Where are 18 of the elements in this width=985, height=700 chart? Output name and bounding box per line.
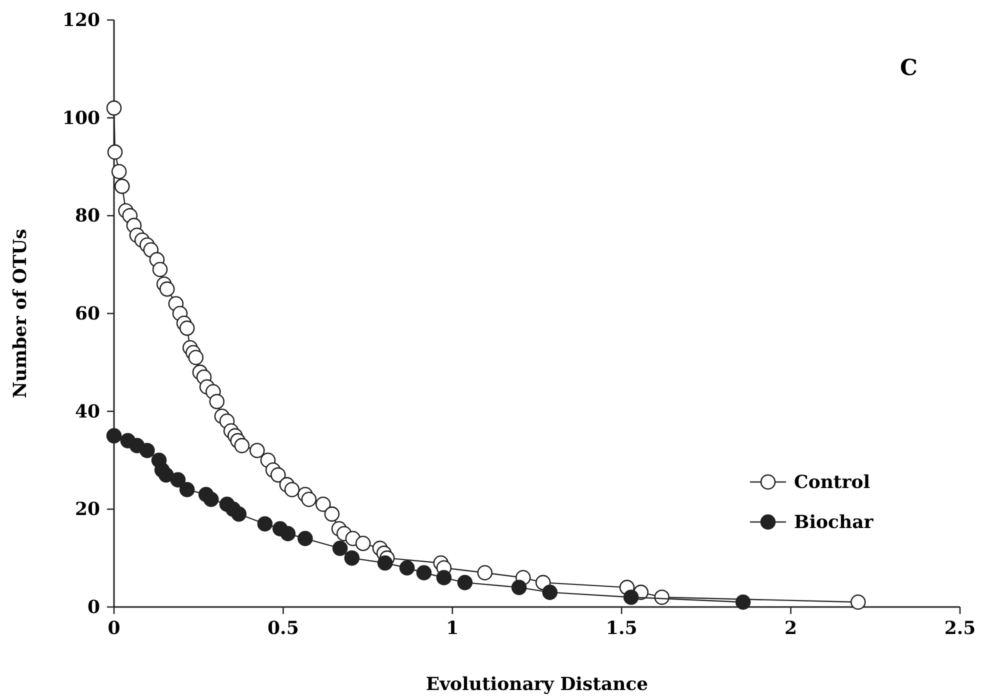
- x-tick-label: 1.5: [606, 618, 638, 639]
- y-tick-label: 40: [74, 401, 100, 422]
- y-tick-label: 120: [62, 10, 100, 31]
- x-tick-label: 2: [784, 618, 798, 639]
- x-tick-label: 0.5: [268, 618, 299, 639]
- y-axis-title: Number of OTUs: [10, 228, 31, 398]
- x-tick-label: 1: [446, 618, 459, 639]
- x-tick-label: 0: [108, 618, 120, 639]
- y-tick-label: 20: [74, 499, 100, 520]
- x-axis-title: Evolutionary Distance: [426, 674, 648, 695]
- annotation: C: [900, 55, 918, 81]
- legend-label: Biochar: [794, 512, 874, 533]
- legend-label: Control: [794, 472, 870, 493]
- y-tick-label: 80: [74, 206, 100, 227]
- y-tick-label: 0: [87, 597, 100, 618]
- y-tick-label: 60: [74, 304, 100, 324]
- x-tick-label: 2.5: [944, 618, 976, 639]
- y-tick-label: 100: [62, 108, 100, 129]
